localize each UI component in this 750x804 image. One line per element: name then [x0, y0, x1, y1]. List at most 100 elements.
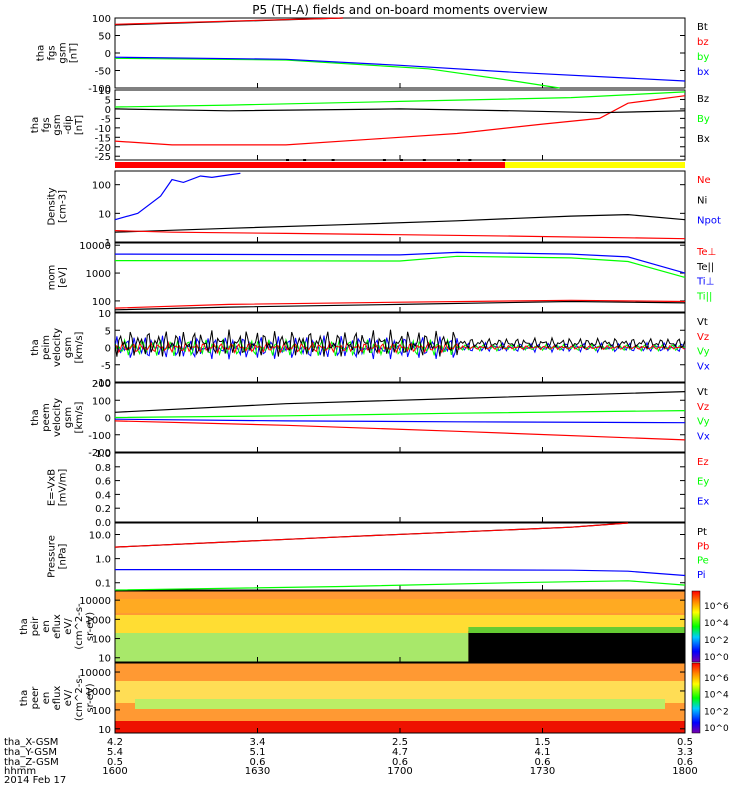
spectrogram-gap — [468, 631, 685, 662]
y-tick-label: 100 — [92, 635, 111, 646]
y-tick-label: -10 — [95, 124, 111, 135]
footer-value-hhmm: 1630 — [245, 766, 270, 777]
y-axis-label: mom[eV] — [47, 265, 69, 291]
y-tick-label: 5 — [105, 95, 111, 106]
footer-row-label: tha_X-GSM — [4, 737, 58, 748]
series-Pb — [114, 522, 629, 548]
y-axis-label: thafgsgsm[nT] — [36, 42, 80, 63]
y-tick-label: 1.0 — [95, 555, 111, 566]
y-axis-label: thapeemvelocitygsm[km/s] — [30, 398, 85, 437]
y-axis-label: Pressure[nPa] — [47, 535, 69, 578]
y-tick-label: 100 — [92, 297, 111, 308]
spectrogram-band — [115, 599, 685, 613]
y-tick-label: 1000 — [86, 687, 111, 698]
panel-peer_spec: 10^6 10^4 10^2 10^0 10000 1000 100 10thapeerene… — [19, 662, 729, 736]
series-noise — [114, 340, 686, 355]
series-Ne — [114, 230, 686, 240]
legend-Ti⊥: Ti⊥ — [696, 277, 714, 288]
panel-e_field: 1.0 0.8 0.6 0.4 0.2 0.0 E=-VxB[mV/m] Ez Ey Ex — [47, 449, 710, 529]
y-axis-label: E=-VxB[mV/m] — [47, 469, 69, 507]
y-tick-label: 50 — [98, 32, 111, 43]
colorbar — [691, 590, 701, 663]
y-tick-label: -10 — [95, 378, 111, 389]
spectrogram-band — [115, 633, 469, 662]
footer-value-y_gsm: 4.1 — [535, 747, 551, 758]
y-tick-label: 0 — [105, 414, 111, 425]
footer-value-x_gsm: 0.5 — [677, 737, 693, 748]
y-tick-label: 0.4 — [95, 490, 111, 501]
spectrogram-band — [115, 681, 685, 703]
panel-peir_spec: 10^6 10^4 10^2 10^0 10000 1000 100 10thapeirene… — [19, 590, 729, 665]
series-Vx — [114, 418, 686, 424]
footer-row-label: tha_Y-GSM — [4, 747, 57, 758]
y-tick-label: -5 — [101, 361, 111, 372]
series-Pe — [114, 580, 686, 591]
colorbar-tick-label: 10^0 — [704, 653, 729, 663]
legend-Vt: Vt — [697, 387, 708, 398]
legend-Te⊥: Te⊥ — [696, 247, 716, 258]
legend-Pe: Pe — [697, 556, 709, 567]
footer-value-y_gsm: 3.3 — [677, 747, 693, 758]
y-tick-label: 100 — [92, 706, 111, 717]
legend-Vx: Vx — [697, 431, 710, 442]
legend-Ne: Ne — [697, 175, 711, 186]
footer-value-x_gsm: 4.2 — [107, 737, 123, 748]
y-tick-label: -50 — [95, 67, 111, 78]
y-tick-label: 10.0 — [89, 531, 111, 542]
series-Ti⊥ — [114, 251, 686, 274]
legend-Vz: Vz — [697, 332, 709, 343]
panel-peim_velocity: 10 5 0 -5 -10 thapeimvelocitygsm[km/s] Vt Vz Vy V… — [30, 309, 710, 389]
colorbar-tick-label: 10^6 — [704, 674, 729, 684]
y-tick-label: 10000 — [79, 241, 111, 252]
y-tick-label: 10 — [98, 725, 111, 736]
y-tick-label: 1 — [105, 238, 111, 249]
y-tick-label: 5 — [105, 326, 111, 337]
series-Npot — [114, 172, 241, 221]
y-tick-label: 0.2 — [95, 504, 111, 515]
legend-by: by — [697, 52, 709, 63]
y-tick-label: 10 — [98, 86, 111, 97]
y-tick-label: 0 — [105, 344, 111, 355]
y-axis-label: thapeimvelocitygsm[km/s] — [30, 328, 85, 367]
y-tick-label: 100 — [92, 14, 111, 25]
legend-By: By — [697, 114, 710, 125]
legend-Vy: Vy — [697, 417, 710, 428]
series-Vy — [114, 410, 686, 419]
y-tick-label: 0 — [105, 49, 111, 60]
footer-value-x_gsm: 1.5 — [535, 737, 551, 748]
footer-row-label: hhmm — [4, 766, 36, 777]
y-tick-label: -25 — [95, 152, 111, 163]
panel-frame — [114, 522, 686, 591]
series-Bx — [114, 108, 686, 114]
panel-frame — [114, 170, 686, 243]
y-tick-label: -100 — [88, 84, 111, 95]
series-Ni — [114, 213, 686, 233]
legend-Bz: Bz — [697, 94, 709, 105]
colorbar — [691, 662, 701, 734]
y-tick-label: 0.1 — [95, 579, 111, 590]
panel-pressure: 10.0 1.0 0.1 Pressure[nPa] Pt Pb Pe Pi — [47, 522, 709, 591]
colorbar-tick-label: 10^2 — [704, 636, 729, 646]
panel-frame — [114, 89, 686, 161]
y-tick-label: -15 — [95, 133, 111, 144]
legend-Ni: Ni — [697, 195, 707, 206]
series-bx — [114, 56, 686, 82]
y-tick-label: 0 — [105, 105, 111, 116]
series-Te⊥ — [114, 299, 686, 309]
y-axis-label: thapeerenefluxeV/(cm^2-s-sr-eV) — [19, 674, 96, 721]
legend-Vy: Vy — [697, 347, 710, 358]
colorbar-tick-label: 10^2 — [704, 707, 729, 717]
series-noise — [114, 337, 686, 357]
y-tick-label: -200 — [88, 448, 111, 459]
footer-row-label: tha_Z-GSM — [4, 757, 59, 768]
footer-value-z_gsm: 0.6 — [392, 757, 408, 768]
footer-value-z_gsm: 0.5 — [107, 757, 123, 768]
footer-value-hhmm: 1730 — [530, 766, 555, 777]
footer-value-y_gsm: 4.7 — [392, 747, 408, 758]
legend-Pt: Pt — [697, 527, 707, 538]
y-axis-label: thapeirenefluxeV/(cm^2-s-sr-eV) — [19, 603, 96, 650]
footer-value-hhmm: 1800 — [672, 766, 697, 777]
series-Vt — [114, 391, 686, 413]
y-axis-label: Density[cm-3] — [47, 187, 69, 225]
